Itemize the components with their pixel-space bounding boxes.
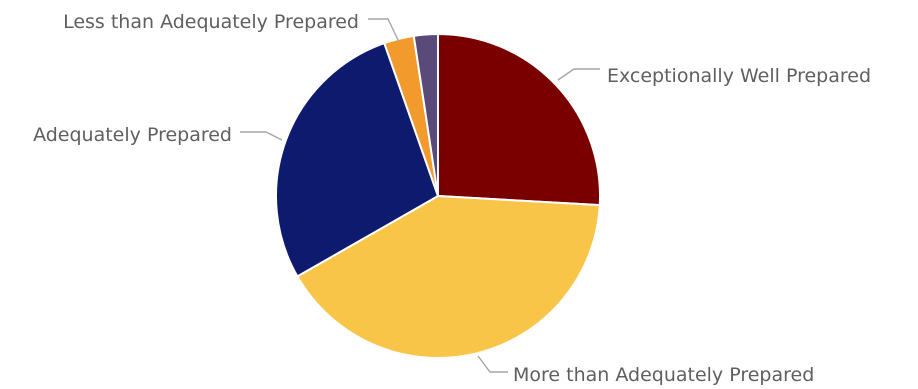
- pie-slices: [275, 32, 601, 359]
- leader-line-adequately-prepared: [240, 131, 283, 141]
- leader-line-exceptionally-well-prepared: [557, 68, 600, 81]
- pie-slice-exceptionally-well-prepared: [437, 32, 601, 207]
- slice-label-exceptionally-well-prepared: Exceptionally Well Prepared: [607, 65, 871, 87]
- pie-slice-adequately-prepared: [275, 41, 440, 278]
- leader-line-more-than-adequately-prepared: [477, 355, 508, 373]
- pie-slice-more-than-adequately-prepared: [296, 194, 601, 359]
- pie-slice-unlabeled-4: [412, 32, 439, 197]
- slice-label-less-than-adequately-prepared: Less than Adequately Prepared: [63, 11, 359, 33]
- leader-line-less-than-adequately-prepared: [368, 18, 400, 43]
- pie-labels: Exceptionally Well Prepared More than Ad…: [33, 11, 871, 386]
- slice-label-more-than-adequately-prepared: More than Adequately Prepared: [513, 364, 814, 386]
- slice-label-adequately-prepared: Adequately Prepared: [33, 124, 232, 146]
